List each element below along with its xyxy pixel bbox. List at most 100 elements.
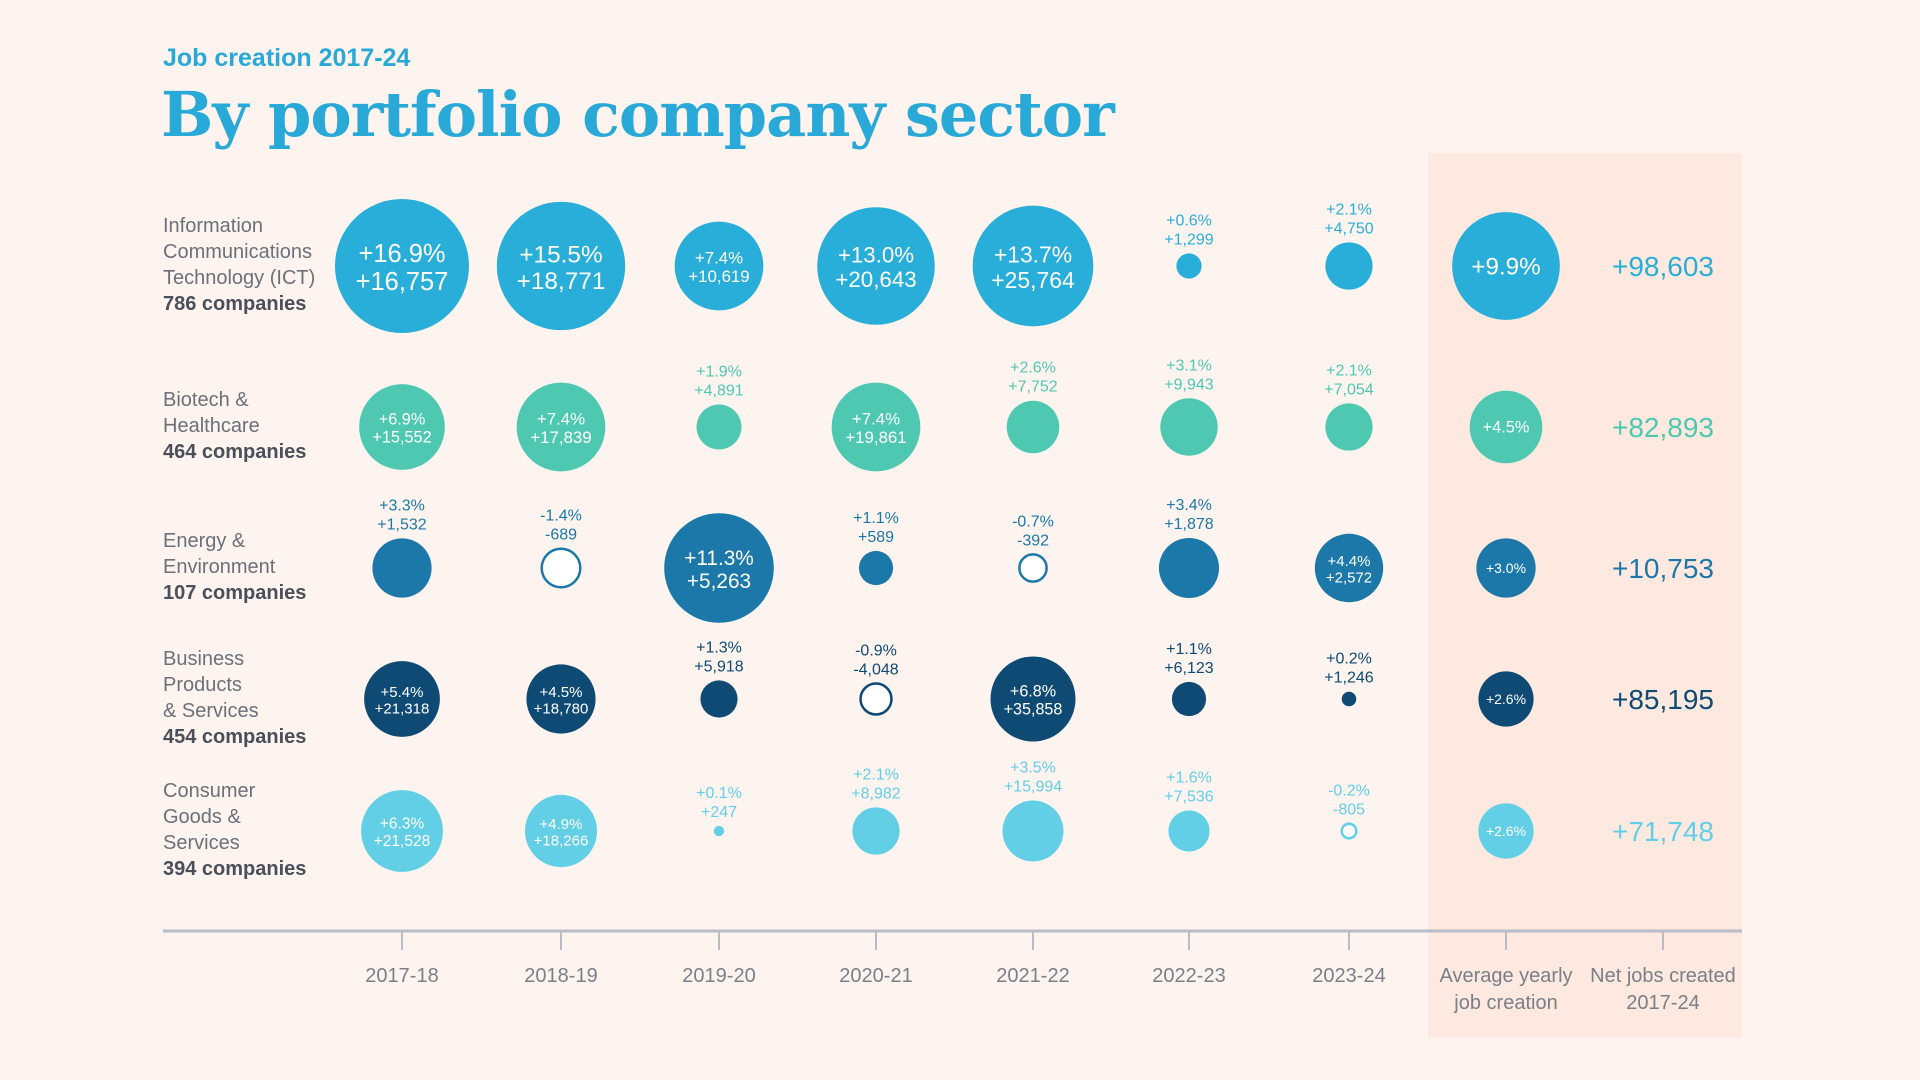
- x-tick-label: 2018-19: [524, 965, 597, 987]
- bubble-jobs-label: -4,048: [853, 662, 898, 679]
- bubble-jobs-label: +20,643: [835, 267, 916, 292]
- avg-label: +9.9%: [1471, 253, 1540, 280]
- row-company-count: 394 companies: [163, 858, 306, 880]
- bubble: [817, 207, 935, 325]
- bubble-jobs-label: +5,263: [687, 570, 751, 593]
- bubble-pct-label: +1.1%: [1166, 641, 1212, 658]
- bubble: [1171, 681, 1207, 717]
- bubble-jobs-label: +19,861: [845, 428, 906, 447]
- bubble-pct-label: -0.2%: [1328, 783, 1370, 800]
- bubble-jobs-label: +1,878: [1164, 516, 1213, 533]
- bubble: [1314, 533, 1384, 603]
- bubble-pct-label: +2.6%: [1010, 360, 1056, 377]
- bubble: [1158, 537, 1220, 599]
- bubble-pct-label: +3.4%: [1166, 497, 1212, 514]
- bubble-pct-label: +1.9%: [696, 364, 742, 381]
- bubble-jobs-label: +7,054: [1324, 381, 1373, 398]
- row-label: Consumer: [163, 780, 256, 802]
- row-label: Information: [163, 215, 263, 237]
- bubble-jobs-label: +5,918: [694, 658, 743, 675]
- row-label: Business: [163, 648, 244, 670]
- row-company-count: 107 companies: [163, 582, 306, 604]
- bubble: [361, 790, 443, 872]
- bubble-jobs-label: +7,536: [1164, 788, 1213, 805]
- bubble: [664, 513, 774, 623]
- bubble-jobs-label: +4,891: [694, 383, 743, 400]
- row-label: Environment: [163, 556, 276, 578]
- bubble-negative: [859, 682, 893, 716]
- bubble-jobs-label: +25,764: [991, 267, 1075, 293]
- chart-title: By portfolio company sector: [161, 78, 1115, 151]
- chart-kicker: Job creation 2017-24: [163, 44, 411, 72]
- bubble-pct-label: +6.8%: [1010, 683, 1056, 701]
- bubble-jobs-label: +1,246: [1324, 670, 1373, 687]
- row-label: Energy &: [163, 530, 246, 552]
- avg-label: +4.5%: [1483, 419, 1530, 437]
- x-tick-label: 2019-20: [682, 965, 755, 987]
- bubble-jobs-label: +21,528: [374, 833, 431, 850]
- bubble-pct-label: +0.6%: [1166, 212, 1212, 229]
- bubble-jobs-label: +1,532: [377, 516, 426, 533]
- avg-label: +2.6%: [1486, 823, 1526, 839]
- bubble-pct-label: +0.1%: [696, 785, 742, 802]
- bubble-jobs-label: +16,757: [356, 268, 449, 296]
- bubble-jobs-label: +589: [858, 529, 894, 546]
- bubble: [359, 384, 445, 470]
- bubble: [674, 221, 764, 311]
- bubble-pct-label: -1.4%: [540, 508, 582, 525]
- bubble-pct-label: -0.9%: [855, 643, 897, 660]
- bubble-pct-label: +6.9%: [379, 411, 426, 429]
- net-jobs-value: +10,753: [1612, 553, 1714, 584]
- bubble-pct-label: +13.0%: [838, 243, 914, 268]
- bubble-jobs-label: +18,266: [534, 832, 589, 849]
- row-label: Products: [163, 674, 242, 696]
- bubble-pct-label: +2.1%: [1326, 362, 1372, 379]
- bubble-negative: [540, 547, 582, 589]
- avg-column-label: Average yearly: [1439, 965, 1572, 987]
- bubble-pct-label: +13.7%: [994, 242, 1072, 268]
- bubble-jobs-label: +15,994: [1004, 779, 1062, 796]
- bubble-pct-label: +16.9%: [358, 240, 445, 268]
- avg-label: +3.0%: [1486, 560, 1526, 576]
- bubble-pct-label: +2.1%: [853, 766, 899, 783]
- bubble-jobs-label: -805: [1333, 802, 1365, 819]
- bubble-jobs-label: +8,982: [851, 785, 900, 802]
- bubble: [1341, 691, 1357, 707]
- bubble: [1325, 403, 1373, 451]
- bubble-jobs-label: -392: [1017, 532, 1049, 549]
- avg-column-label: job creation: [1453, 992, 1557, 1014]
- bubble: [1176, 253, 1202, 279]
- net-jobs-value: +82,893: [1612, 412, 1714, 443]
- row-label: Technology (ICT): [163, 267, 315, 289]
- bubble-pct-label: +0.2%: [1326, 651, 1372, 668]
- x-tick-label: 2022-23: [1152, 965, 1225, 987]
- bubble-pct-label: +3.5%: [1010, 760, 1056, 777]
- row-label: Biotech &: [163, 389, 249, 411]
- bubble-jobs-label: +247: [701, 804, 737, 821]
- row-label: Services: [163, 832, 240, 854]
- bubble: [1002, 800, 1064, 862]
- x-tick-label: 2023-24: [1312, 965, 1385, 987]
- bubble: [972, 205, 1094, 327]
- bubble: [516, 382, 606, 472]
- avg-bubble: [1478, 671, 1534, 727]
- row-company-count: 464 companies: [163, 441, 306, 463]
- bubble-jobs-label: +2,572: [1326, 569, 1372, 586]
- bubble-jobs-label: +9,943: [1164, 376, 1213, 393]
- bubble: [700, 680, 738, 718]
- bubble-jobs-label: +7,752: [1008, 379, 1057, 396]
- x-tick-label: 2020-21: [839, 965, 912, 987]
- bubble: [858, 550, 894, 586]
- bubble-jobs-label: +6,123: [1164, 660, 1213, 677]
- bubble-jobs-label: +4,750: [1324, 220, 1373, 237]
- row-label: & Services: [163, 700, 259, 722]
- bubble: [831, 382, 921, 472]
- avg-bubble: [1476, 538, 1536, 598]
- bubble-pct-label: +4.4%: [1328, 553, 1371, 570]
- bubble-pct-label: +3.1%: [1166, 357, 1212, 374]
- bubble-pct-label: +1.1%: [853, 510, 899, 527]
- bubble: [1168, 810, 1210, 852]
- bubble: [496, 201, 626, 331]
- avg-label: +2.6%: [1486, 691, 1526, 707]
